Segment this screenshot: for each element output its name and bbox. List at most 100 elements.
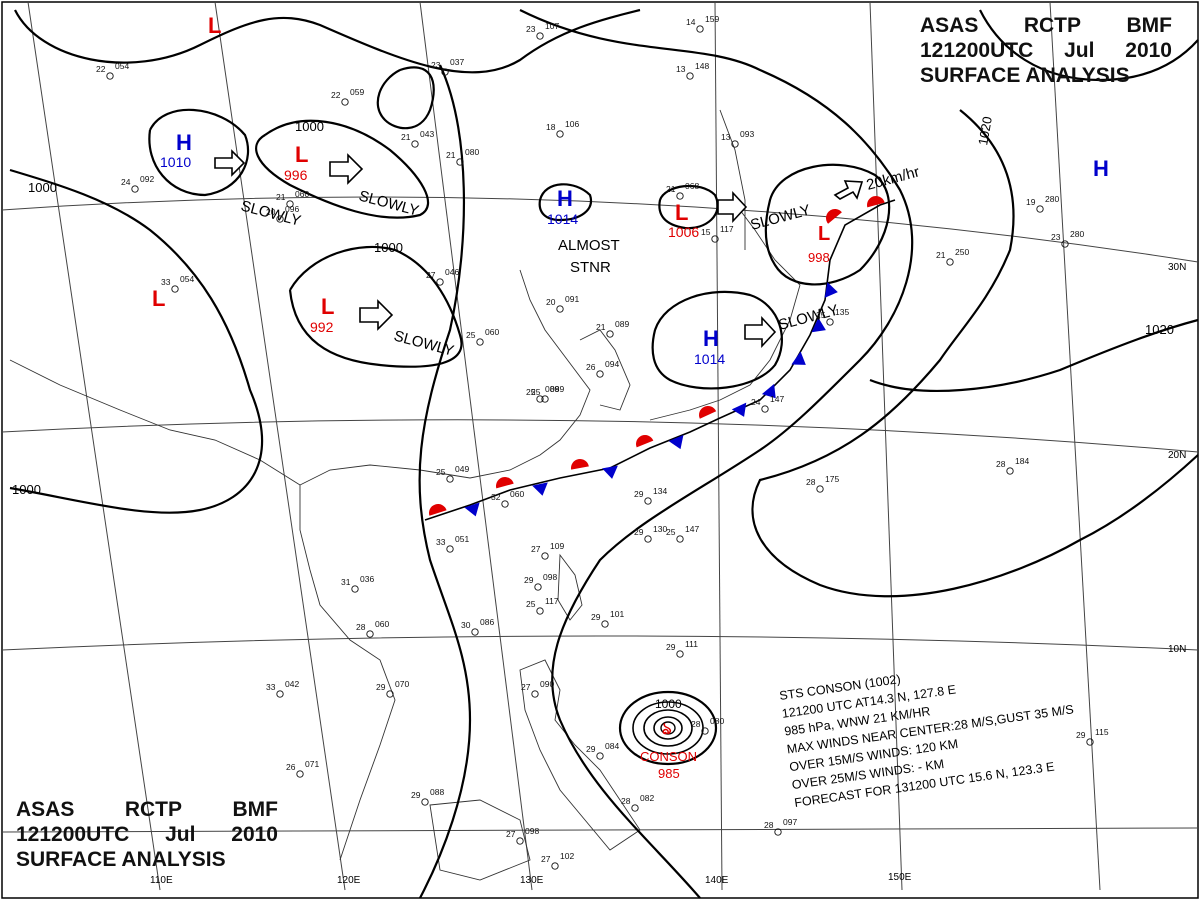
coast-philippines: [519, 659, 641, 851]
isobar-west-1000: [9, 168, 264, 514]
station-circle: [1086, 738, 1094, 746]
header-datetime: 2010: [1125, 39, 1172, 62]
isobar-labels: 1000 1000 1000 1000 1020 1020: [12, 115, 1174, 497]
station-temperature: 33: [266, 682, 276, 692]
front-line: [424, 199, 896, 521]
station-temperature: 20: [546, 297, 556, 307]
lon-label: 130E: [520, 875, 544, 886]
station-pressure: 043: [420, 129, 434, 139]
station-temperature: 29: [586, 744, 596, 754]
station-circle: [701, 727, 709, 735]
station-pressure: 054: [115, 61, 129, 71]
isobar-label: 1020: [975, 115, 995, 146]
station-pressure: 089: [545, 384, 559, 394]
coast-china: [9, 359, 396, 861]
coast-taiwan: [557, 553, 583, 621]
center-value: 1014: [694, 351, 725, 367]
station-pressure: 115: [1095, 727, 1109, 737]
station-temperature: 24: [751, 397, 761, 407]
station-temperature: 28: [691, 719, 701, 729]
header-datetime: 121200UTC: [16, 823, 130, 846]
cold-front-symbol: [824, 282, 838, 298]
center-letter: L: [675, 200, 688, 225]
station-circle: [421, 798, 429, 806]
station-temperature: 30: [461, 620, 471, 630]
warm-front-symbol: [699, 406, 717, 419]
station-temperature: 28: [806, 477, 816, 487]
arrow-low998: [833, 180, 864, 200]
station-pressure: 130: [653, 524, 667, 534]
cold-front-symbol: [532, 482, 548, 496]
station-temperature: 21: [596, 322, 606, 332]
station-pressure: 051: [455, 534, 469, 544]
motion-label: SLOWLY: [777, 302, 841, 334]
center-letter: H: [1093, 156, 1109, 181]
station-pressure: 250: [955, 247, 969, 257]
station-pressure: 080: [465, 147, 479, 157]
station-pressure: 098: [525, 826, 539, 836]
station-pressure: 101: [610, 609, 624, 619]
arrow-low1006: [717, 190, 748, 224]
center-letter: L: [295, 142, 308, 167]
station-circle: [276, 690, 284, 698]
isobar-low996: [255, 119, 430, 219]
warm-front-symbol: [826, 209, 842, 224]
header-agency-row: ASAS RCTP BMF: [16, 797, 278, 822]
station-temperature: 22: [96, 64, 106, 74]
center-letter: L: [152, 286, 165, 311]
station-circle: [676, 650, 684, 658]
header-datetime: 121200UTC: [920, 39, 1034, 62]
station-circle: [541, 552, 549, 560]
station-pressure: 068: [685, 181, 699, 191]
station-temperature: 33: [161, 277, 171, 287]
arrow-low992: [359, 299, 394, 331]
station-temperature: 21: [446, 150, 456, 160]
station-pressure: 094: [605, 359, 619, 369]
station-pressure: 147: [685, 524, 699, 534]
station-temperature: 27: [541, 854, 551, 864]
station-circle: [536, 607, 544, 615]
station-temperature: 20: [266, 207, 276, 217]
station-temperature: 22: [331, 90, 341, 100]
station-circle: [644, 497, 652, 505]
header-product: SURFACE ANALYSIS: [16, 848, 226, 871]
station-circle: [1006, 467, 1014, 475]
station-pressure: 060: [295, 189, 309, 199]
station-pressure: 090: [540, 679, 554, 689]
pressure-centers: L H 1010 L 996 L L 992 H 1014 L 1006 L 9…: [152, 13, 1109, 367]
station-circle: [476, 338, 484, 346]
center-letter: L: [321, 294, 334, 319]
station-circle: [774, 828, 782, 836]
graticule-labels: 110E 120E 130E 140E 150E 30N 20N 10N: [150, 262, 1186, 886]
station-temperature: 25: [531, 387, 541, 397]
coast-sakhalin: [719, 109, 746, 250]
warm-front-symbol: [496, 477, 514, 489]
header-datetime: Jul: [1064, 39, 1095, 62]
station-temperature: 28: [996, 459, 1006, 469]
warm-front-symbol: [429, 504, 447, 516]
station-pressure: 060: [485, 327, 499, 337]
isobar-label: 1000: [12, 482, 41, 497]
station-circle: [534, 583, 542, 591]
station-pressure: 280: [1045, 194, 1059, 204]
isobar-label: 1000: [28, 180, 57, 195]
station-plots: 23 107 22 054 22 059 24 092 21 080 18 106 21 043 23 037…: [96, 14, 1109, 870]
lon-label: 140E: [705, 875, 729, 886]
center-value: 992: [310, 319, 334, 335]
center-value: 998: [808, 250, 830, 265]
isobar-central-1000: [418, 64, 472, 899]
cold-front-symbol: [464, 502, 480, 517]
warm-front-symbol: [636, 435, 654, 448]
station-circle: [436, 278, 444, 286]
station-pressure: 109: [550, 541, 564, 551]
center-value: 1010: [160, 154, 191, 170]
station-pressure: 093: [740, 129, 754, 139]
parallel-0: [1, 827, 1199, 833]
front-symbols: [429, 196, 885, 517]
lat-label: 20N: [1168, 450, 1186, 461]
station-pressure: 070: [395, 679, 409, 689]
lon-label: 150E: [888, 872, 912, 883]
station-circle: [286, 200, 294, 208]
typhoon-ring-4: [653, 716, 683, 740]
parallel-10n: [1, 635, 1199, 651]
